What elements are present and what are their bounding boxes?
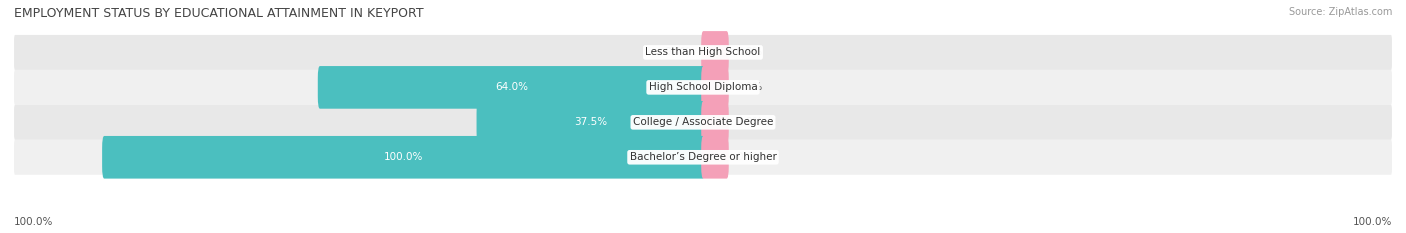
Text: 100.0%: 100.0% — [14, 217, 53, 227]
FancyBboxPatch shape — [14, 105, 1392, 140]
Text: Less than High School: Less than High School — [645, 48, 761, 57]
Text: Bachelor’s Degree or higher: Bachelor’s Degree or higher — [630, 152, 776, 162]
Text: College / Associate Degree: College / Associate Degree — [633, 117, 773, 127]
Text: 37.5%: 37.5% — [574, 117, 607, 127]
FancyBboxPatch shape — [318, 66, 704, 109]
FancyBboxPatch shape — [702, 31, 728, 74]
Text: Source: ZipAtlas.com: Source: ZipAtlas.com — [1288, 7, 1392, 17]
Text: 0.0%: 0.0% — [665, 48, 690, 57]
FancyBboxPatch shape — [702, 66, 728, 109]
FancyBboxPatch shape — [14, 35, 1392, 70]
FancyBboxPatch shape — [14, 140, 1392, 175]
Text: 0.0%: 0.0% — [735, 48, 762, 57]
Text: EMPLOYMENT STATUS BY EDUCATIONAL ATTAINMENT IN KEYPORT: EMPLOYMENT STATUS BY EDUCATIONAL ATTAINM… — [14, 7, 423, 20]
Text: 100.0%: 100.0% — [1353, 217, 1392, 227]
Text: 0.0%: 0.0% — [735, 152, 762, 162]
Text: 64.0%: 64.0% — [495, 82, 527, 92]
FancyBboxPatch shape — [477, 101, 704, 144]
FancyBboxPatch shape — [702, 136, 728, 178]
Text: 100.0%: 100.0% — [384, 152, 423, 162]
FancyBboxPatch shape — [702, 101, 728, 144]
Text: 0.0%: 0.0% — [735, 117, 762, 127]
FancyBboxPatch shape — [14, 70, 1392, 105]
FancyBboxPatch shape — [103, 136, 704, 178]
Text: High School Diploma: High School Diploma — [648, 82, 758, 92]
Text: 0.0%: 0.0% — [735, 82, 762, 92]
